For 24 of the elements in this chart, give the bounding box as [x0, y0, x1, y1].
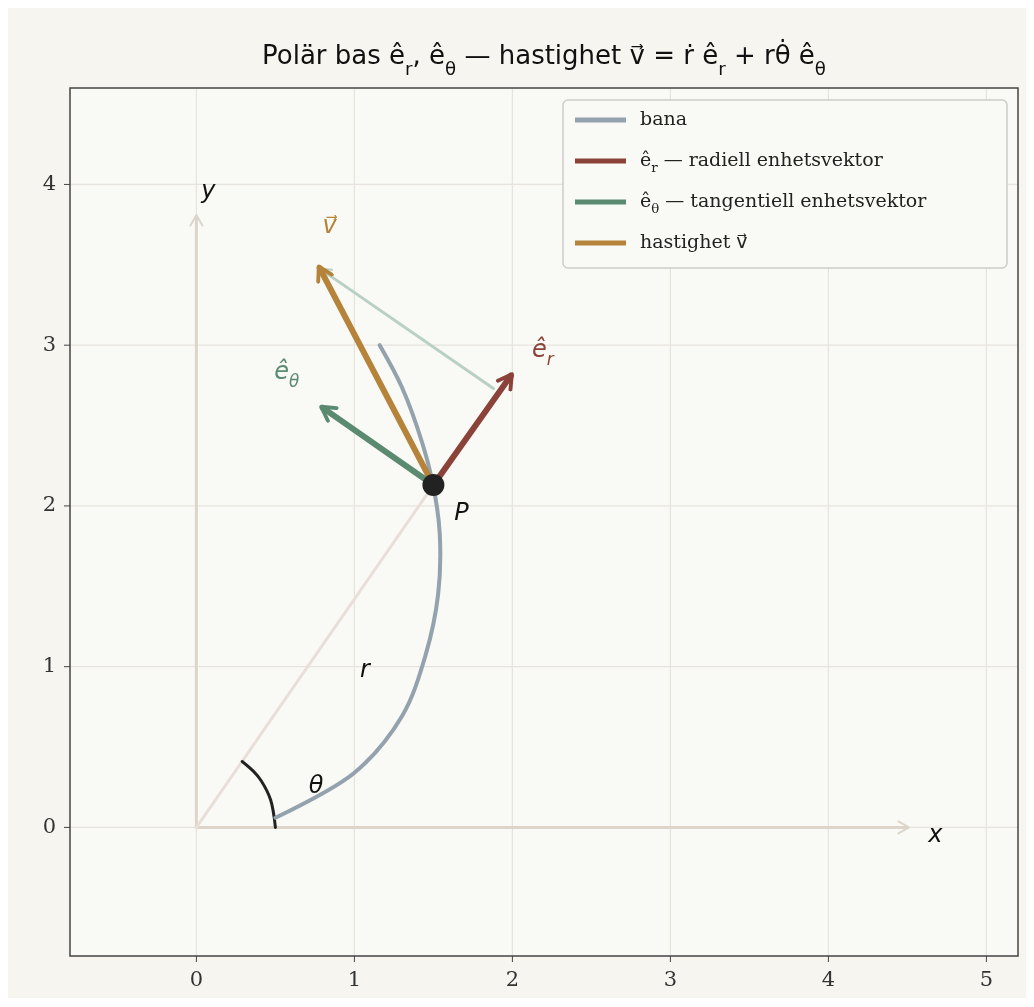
annotation: v⃗: [322, 211, 338, 240]
y-tick-label: 1: [42, 653, 56, 678]
x-tick-label: 3: [663, 967, 678, 991]
annotation: P: [454, 498, 470, 527]
annotation: x: [927, 820, 944, 849]
annotation: r: [359, 655, 372, 684]
chart-title: Polär bas ê$_{r}$, ê$_{θ}$ — hastighet v⃗ = ṙ ê$_{r}$ + rθ̇ ê$_{θ}$: [262, 38, 826, 79]
annotation: ê$_{θ}$: [274, 356, 300, 391]
x-tick-label: 4: [821, 967, 836, 991]
annotation: θ: [308, 770, 324, 799]
x-tick-label: 5: [979, 967, 994, 991]
legend-label: hastighet v⃗: [640, 230, 748, 252]
annotation: ê$_{r}$: [531, 334, 555, 369]
legend-label: ê$_{r}$ — radiell enhetsvektor: [640, 148, 884, 175]
y-tick-label: 3: [42, 331, 56, 356]
legend-label: ê$_{θ}$ — tangentiell enhetsvektor: [640, 189, 928, 216]
y-tick-label: 0: [42, 813, 56, 838]
y-tick-label: 2: [42, 492, 56, 517]
x-tick-label: 1: [347, 967, 362, 991]
y-tick-label: 4: [42, 170, 56, 195]
annotation: y: [200, 175, 217, 204]
x-tick-label: 2: [505, 967, 520, 991]
x-tick-label: 0: [189, 967, 204, 991]
legend-label: bana: [640, 107, 688, 129]
